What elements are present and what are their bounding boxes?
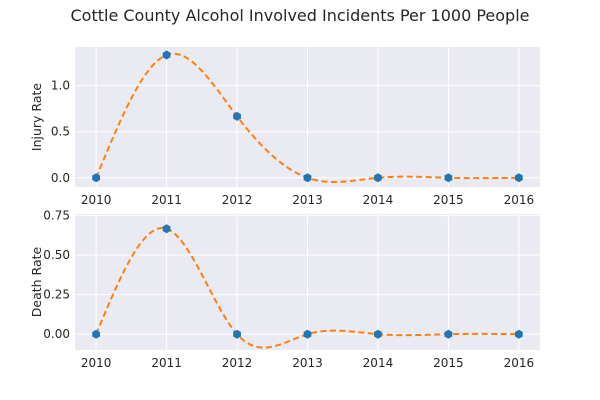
x-tick-label: 2011 [151, 356, 182, 370]
y-axis-label: Death Rate [29, 246, 44, 317]
y-tick-label: 0.5 [51, 125, 70, 139]
y-axis-label: Injury Rate [29, 83, 44, 151]
data-point [444, 173, 453, 183]
data-point [514, 329, 523, 339]
data-point [303, 329, 312, 339]
data-point [444, 329, 453, 339]
x-tick-label: 2010 [81, 193, 112, 207]
data-point [233, 329, 241, 339]
data-point [162, 50, 171, 60]
data-point [374, 173, 382, 183]
data-point [162, 224, 171, 234]
data-point [92, 329, 101, 339]
y-tick-label: 0.25 [43, 288, 70, 302]
x-tick-label: 2011 [151, 193, 182, 207]
x-tick-label: 2015 [433, 356, 464, 370]
y-tick-label: 0.50 [43, 248, 70, 262]
x-tick-label: 2013 [292, 193, 323, 207]
x-tick-label: 2016 [504, 193, 535, 207]
x-tick-label: 2012 [222, 193, 253, 207]
subplot-1: 2010 2011 2012 2013 2014 2015 2016 0.0 0.5 1.0 Inj… [29, 47, 540, 207]
y-tick-label: 0.00 [43, 327, 70, 341]
y-tick-label: 0.0 [51, 171, 70, 185]
x-tick-label: 2016 [504, 356, 535, 370]
y-tick-label: 1.0 [51, 79, 70, 93]
x-tick-label: 2010 [81, 356, 112, 370]
data-point [374, 329, 382, 339]
y-tick-label: 0.75 [43, 209, 70, 223]
x-tick-label: 2015 [433, 193, 464, 207]
data-point [514, 173, 523, 183]
x-tick-label: 2014 [363, 193, 394, 207]
data-point [92, 173, 101, 183]
subplot-2: 2010 2011 2012 2013 2014 2015 2016 0.00 0.25 0.50… [29, 209, 540, 370]
x-tick-label: 2012 [222, 356, 253, 370]
data-point [233, 111, 241, 121]
x-tick-label: 2014 [363, 356, 394, 370]
chart-title: Cottle County Alcohol Involved Incidents… [71, 6, 530, 25]
data-point [303, 173, 312, 183]
x-tick-label: 2013 [292, 356, 323, 370]
